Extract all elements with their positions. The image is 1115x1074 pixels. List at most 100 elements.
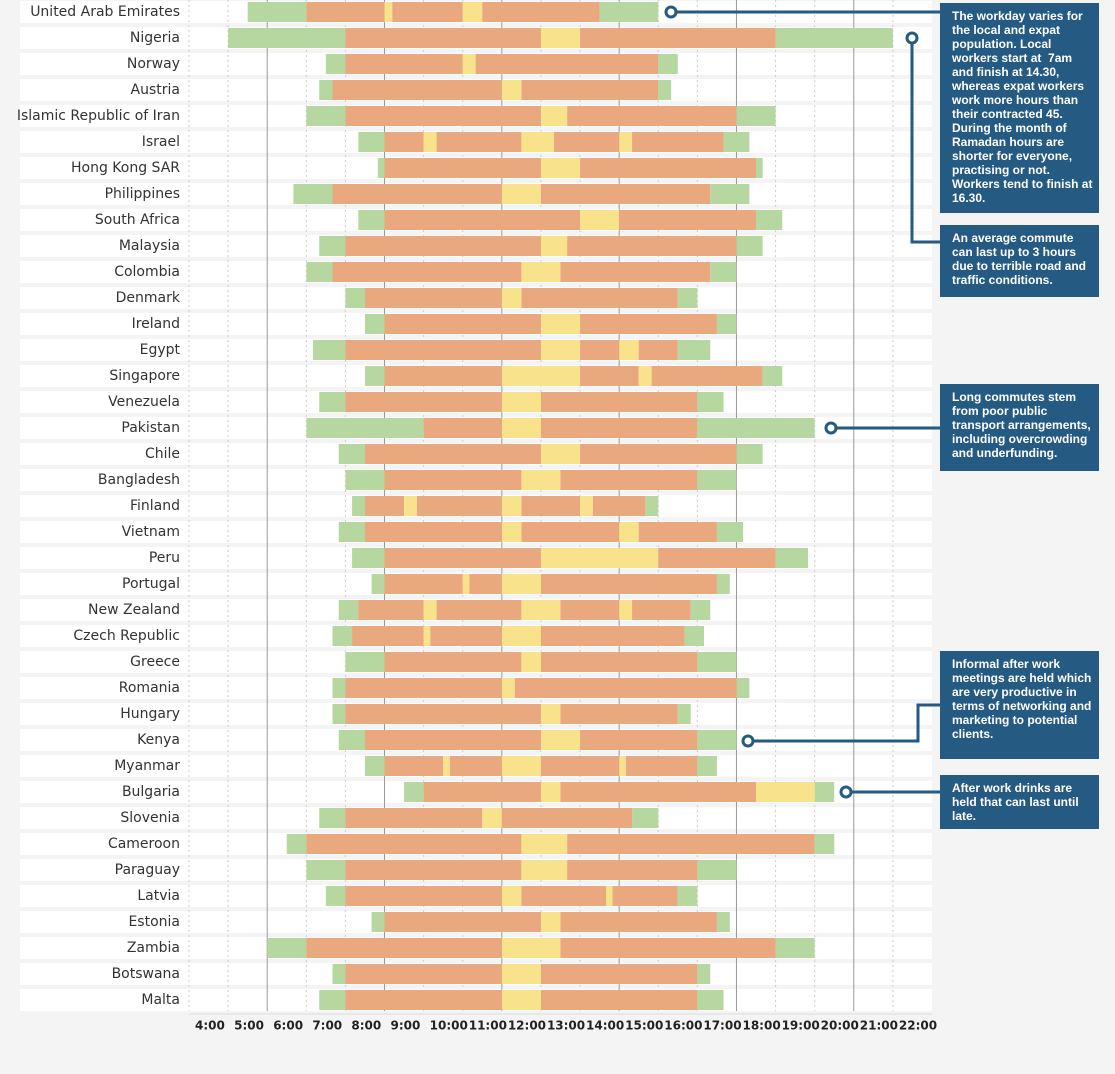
time-segment <box>345 340 541 360</box>
x-tick-label: 7:00 <box>312 1019 342 1033</box>
time-segment <box>521 652 541 672</box>
time-segment <box>580 314 717 334</box>
time-segment <box>521 470 561 490</box>
time-segment <box>560 704 678 724</box>
time-segment <box>632 132 724 152</box>
time-segment <box>514 678 737 698</box>
time-segment <box>658 80 672 100</box>
time-segment <box>423 600 437 620</box>
time-segment <box>677 340 711 360</box>
x-tick-label: 13:00 <box>547 1019 585 1033</box>
time-segment <box>384 132 424 152</box>
time-segment <box>247 2 307 22</box>
time-segment <box>560 470 698 490</box>
x-tick-label: 17:00 <box>703 1019 741 1033</box>
time-segment <box>436 600 522 620</box>
time-segment <box>540 340 581 360</box>
country-label: Botswana <box>112 966 180 982</box>
time-segment <box>384 548 541 568</box>
time-segment <box>521 262 561 282</box>
country-label: Malaysia <box>119 238 180 254</box>
time-segment <box>364 314 385 334</box>
time-segment <box>540 626 685 646</box>
time-segment <box>638 340 678 360</box>
time-segment <box>384 912 541 932</box>
time-segment <box>345 288 365 308</box>
time-segment <box>540 418 698 438</box>
country-label: Latvia <box>137 888 180 904</box>
time-segment <box>540 964 698 984</box>
time-segment <box>540 990 698 1010</box>
country-label: Nigeria <box>130 30 180 46</box>
country-label: Hong Kong SAR <box>71 160 180 176</box>
country-label: Kenya <box>137 732 180 748</box>
x-tick-label: 16:00 <box>664 1019 702 1033</box>
time-segment <box>697 990 724 1010</box>
time-segment <box>736 678 750 698</box>
time-segment <box>345 860 522 880</box>
time-segment <box>736 444 763 464</box>
time-segment <box>521 834 568 854</box>
x-tick-label: 4:00 <box>195 1019 225 1033</box>
time-segment <box>306 262 333 282</box>
time-segment <box>560 600 620 620</box>
time-segment <box>619 210 757 230</box>
time-segment <box>501 808 633 828</box>
time-segment <box>345 704 541 724</box>
annotation: The workday varies for the local and exp… <box>940 3 1099 213</box>
country-label: New Zealand <box>88 602 180 618</box>
country-label: Peru <box>149 550 180 566</box>
time-segment <box>567 236 737 256</box>
time-segment <box>443 756 450 776</box>
time-segment <box>762 366 783 386</box>
time-segment <box>736 106 776 126</box>
time-segment <box>501 288 522 308</box>
time-segment <box>606 886 613 906</box>
time-segment <box>332 626 353 646</box>
time-segment <box>319 392 346 412</box>
time-segment <box>501 392 541 412</box>
time-segment <box>567 834 815 854</box>
time-segment <box>638 522 717 542</box>
country-label: South Africa <box>95 212 180 228</box>
time-segment <box>580 496 593 516</box>
country-label: Myanmar <box>114 758 180 774</box>
time-segment <box>723 132 750 152</box>
country-label: Zambia <box>127 940 180 956</box>
time-segment <box>540 444 581 464</box>
time-segment <box>364 366 385 386</box>
time-segment <box>540 28 581 48</box>
time-segment <box>580 444 737 464</box>
time-segment <box>501 756 541 776</box>
time-segment <box>775 548 809 568</box>
country-label: Norway <box>127 56 180 72</box>
time-segment <box>436 132 522 152</box>
time-segment <box>338 522 365 542</box>
time-segment <box>423 132 437 152</box>
time-segment <box>286 834 307 854</box>
time-segment <box>540 548 659 568</box>
time-segment <box>619 756 626 776</box>
time-segment <box>540 912 561 932</box>
time-segment <box>756 782 815 802</box>
time-segment <box>384 470 522 490</box>
time-segment <box>690 600 711 620</box>
time-segment <box>345 678 502 698</box>
time-segment <box>228 28 346 48</box>
time-segment <box>521 860 568 880</box>
time-segment <box>580 730 698 750</box>
time-segment <box>716 912 730 932</box>
time-segment <box>384 366 502 386</box>
time-segment <box>364 288 502 308</box>
time-segment <box>599 2 659 22</box>
time-segment <box>501 938 561 958</box>
country-label: United Arab Emirates <box>30 4 180 20</box>
time-segment <box>332 184 502 204</box>
annotation: After work drinks are held that can last… <box>940 775 1099 829</box>
country-label: Chile <box>145 446 180 462</box>
time-segment <box>736 236 763 256</box>
time-segment <box>619 132 633 152</box>
time-segment <box>319 80 333 100</box>
time-segment <box>814 782 835 802</box>
